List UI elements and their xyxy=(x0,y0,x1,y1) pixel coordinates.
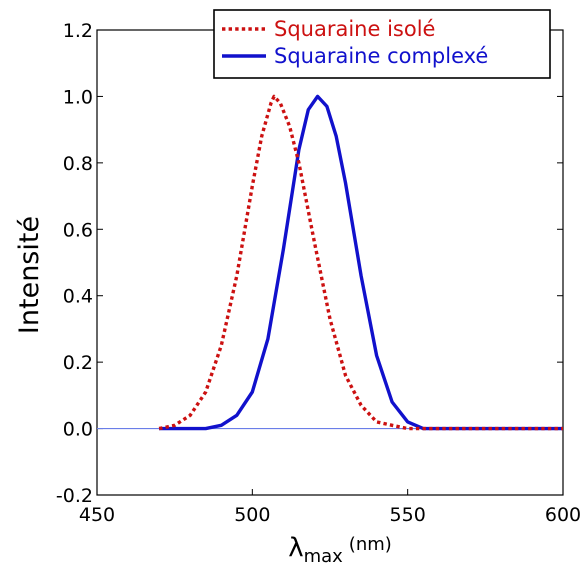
y-tick-label: 1.2 xyxy=(63,20,93,42)
y-tick-label: -0.2 xyxy=(56,485,93,507)
legend: Squaraine isolé Squaraine complexé xyxy=(213,9,551,79)
y-tick-label: 1.0 xyxy=(63,86,93,108)
plot-area xyxy=(96,29,564,496)
x-tick-label: 500 xyxy=(234,504,270,526)
x-tick-label: 450 xyxy=(79,504,115,526)
legend-label-isole: Squaraine isolé xyxy=(274,17,435,41)
y-tick-label: 0.4 xyxy=(63,286,93,308)
legend-label-complexe: Squaraine complexé xyxy=(274,44,488,68)
series-layer xyxy=(97,94,563,431)
y-tick-label: 0.8 xyxy=(63,153,93,175)
x-tick-label: 550 xyxy=(390,504,426,526)
x-tick-label: 600 xyxy=(545,504,581,526)
x-axis-label-unit: (nm) xyxy=(349,534,392,555)
series-line-0 xyxy=(158,94,563,431)
x-axis-label-lambda: λ xyxy=(288,533,303,563)
plot-frame xyxy=(96,29,564,496)
y-tick-label: 0.6 xyxy=(63,219,93,241)
legend-box xyxy=(213,9,551,79)
x-axis-label-sub: max xyxy=(304,546,344,565)
y-axis-label: Intensité xyxy=(14,216,45,334)
axis-ticks: -0.2 0.0 0.2 0.4 0.6 0.8 1.0 1.2 450 500 550 600 xyxy=(56,20,581,526)
y-tick-label: 0.0 xyxy=(63,419,93,441)
x-axis-label: λmax (nm) xyxy=(288,533,392,565)
y-tick-label: 0.2 xyxy=(63,352,93,374)
